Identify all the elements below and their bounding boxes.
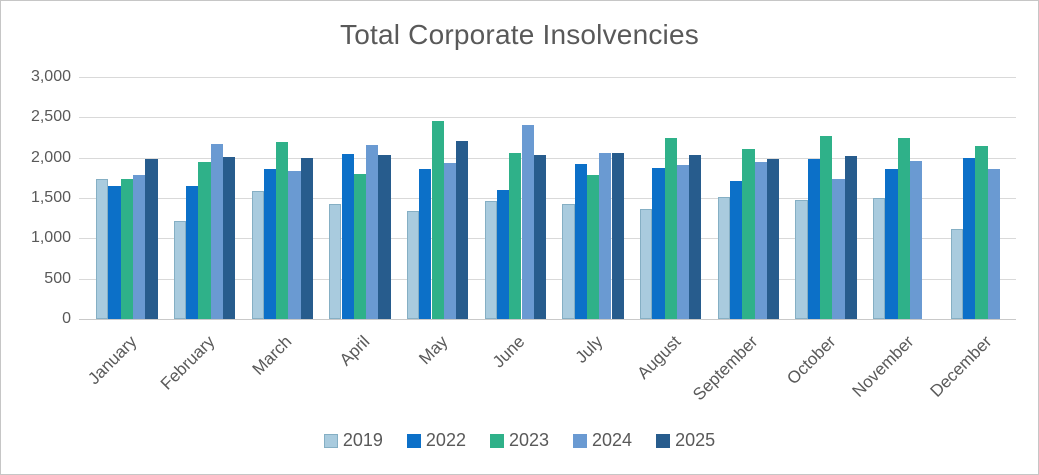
gridline-2000 — [79, 157, 1016, 159]
bar-2022-november — [885, 168, 898, 319]
bar-2024-january — [133, 174, 146, 319]
bar-2024-june — [521, 124, 534, 319]
bar-2022-june — [496, 189, 510, 319]
bar-2024-april — [366, 144, 379, 319]
bar-2022-october — [807, 158, 820, 319]
gridline-3000 — [79, 77, 1016, 78]
bar-2019-may — [406, 210, 420, 319]
bar-2025-june — [533, 155, 547, 319]
legend-label: 2023 — [508, 430, 550, 450]
y-axis-tick-label: 0 — [62, 310, 71, 327]
bar-2025-october — [844, 156, 857, 319]
bar-2019-july — [562, 203, 575, 319]
bar-2025-may — [456, 140, 469, 319]
bar-2019-december — [950, 228, 964, 319]
bar-2023-march — [276, 142, 289, 319]
bar-2022-december — [963, 157, 976, 319]
y-axis-tick-label: 2,000 — [30, 148, 71, 166]
legend-swatch-2024 — [573, 433, 588, 448]
bar-2022-february — [186, 185, 199, 319]
bar-2025-february — [223, 156, 236, 319]
bar-2024-may — [443, 163, 457, 319]
bar-2025-march — [300, 157, 313, 319]
bar-2019-october — [795, 200, 808, 319]
bar-2023-august — [664, 137, 677, 319]
bar-2023-december — [975, 146, 988, 319]
y-axis-tick-label: 1,000 — [30, 229, 71, 247]
bar-2025-july — [611, 152, 624, 319]
legend-item-2024: 2024 — [573, 430, 632, 451]
gridline-2500 — [79, 117, 1016, 119]
legend-item-2019: 2019 — [323, 430, 383, 451]
bar-2019-november — [873, 198, 886, 319]
y-axis-tick-label: 500 — [44, 269, 71, 287]
bar-2024-august — [676, 164, 690, 319]
bar-2019-september — [717, 197, 730, 319]
bar-2023-february — [198, 161, 211, 319]
bar-2023-july — [586, 174, 600, 319]
bar-2022-july — [574, 164, 587, 319]
gridline-0 — [79, 319, 1016, 320]
legend-label: 2019 — [342, 430, 383, 450]
bar-2019-march — [251, 190, 264, 319]
bar-2024-february — [210, 143, 223, 319]
bar-2023-october — [820, 135, 833, 319]
legend-label: 2022 — [425, 430, 466, 450]
gridline-1500 — [79, 198, 1016, 199]
bar-2022-may — [419, 168, 432, 319]
bar-2025-september — [766, 158, 780, 319]
legend-swatch-2023 — [489, 433, 504, 448]
legend-item-2022: 2022 — [406, 430, 466, 451]
bar-2024-march — [288, 170, 301, 319]
gridline-500 — [79, 278, 1016, 280]
bar-2023-september — [742, 148, 755, 319]
bar-2024-november — [910, 161, 923, 319]
legend-label: 2025 — [675, 430, 716, 450]
bar-2022-august — [652, 168, 665, 319]
legend-swatch-2019 — [323, 433, 338, 448]
bar-2023-may — [431, 120, 444, 319]
bar-2025-august — [689, 155, 702, 319]
bar-2022-march — [263, 168, 277, 319]
chart-title: Total Corporate Insolvencies — [340, 19, 699, 50]
y-axis-tick-label: 3,000 — [30, 68, 71, 85]
bar-2023-june — [509, 152, 522, 319]
bar-2022-september — [730, 181, 743, 319]
legend: 2019 2022 2023 2024 2025 — [1, 430, 1038, 451]
bar-2025-april — [378, 155, 391, 319]
bar-2024-september — [754, 161, 767, 319]
bar-2019-june — [484, 201, 497, 319]
bar-2023-april — [353, 173, 367, 319]
bar-2019-august — [640, 209, 653, 319]
bar-2022-april — [341, 154, 354, 319]
bar-2019-january — [96, 179, 109, 319]
bar-2025-january — [145, 159, 158, 319]
gridline-1000 — [79, 238, 1016, 240]
y-axis-tick-label: 2,500 — [30, 108, 71, 126]
bar-2024-july — [599, 152, 612, 319]
legend-label: 2024 — [592, 430, 633, 450]
legend-swatch-2025 — [656, 433, 671, 448]
bar-2019-april — [329, 203, 342, 319]
bar-2023-january — [120, 178, 133, 319]
legend-swatch-2022 — [406, 433, 421, 448]
bar-2023-november — [897, 138, 910, 319]
bar-2022-january — [108, 185, 121, 319]
y-axis-tick-label: 1,500 — [30, 189, 71, 206]
bar-2024-december — [987, 169, 1000, 319]
bar-2024-october — [832, 179, 845, 319]
legend-item-2023: 2023 — [489, 430, 550, 451]
bar-2019-february — [173, 221, 187, 319]
legend-item-2025: 2025 — [656, 430, 715, 451]
